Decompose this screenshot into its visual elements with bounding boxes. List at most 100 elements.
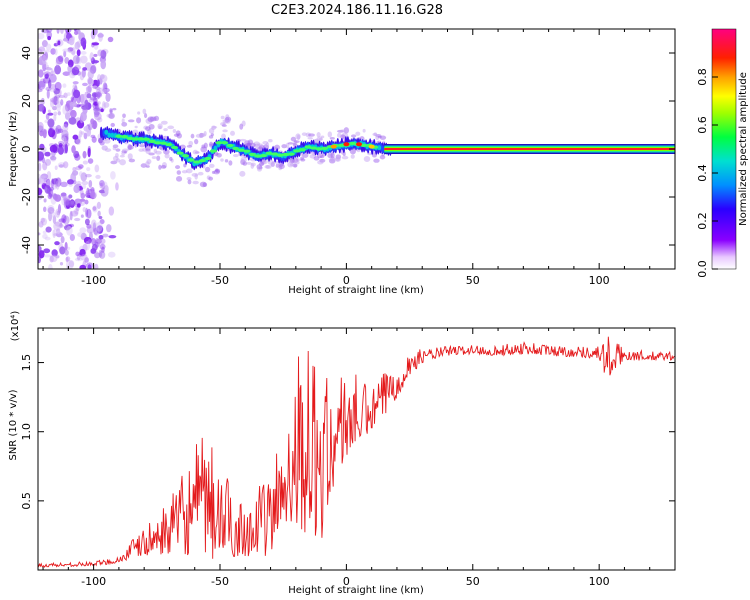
noise-blob — [51, 249, 58, 257]
noise-blob — [51, 126, 59, 131]
noise-blob — [38, 103, 45, 112]
noise-blob — [48, 79, 52, 89]
snr-y-tick-label: 1.5 — [20, 354, 33, 372]
noise-blob — [147, 116, 155, 123]
noise-blob — [194, 138, 199, 145]
noise-blob — [87, 77, 93, 85]
noise-blob — [80, 214, 84, 218]
noise-blob — [77, 70, 82, 76]
noise-blob — [51, 95, 60, 105]
noise-blob — [44, 64, 49, 69]
noise-blob — [53, 43, 59, 47]
noise-blob — [80, 192, 86, 199]
noise-blob — [41, 217, 48, 226]
noise-blob — [75, 165, 82, 171]
noise-blob — [190, 133, 195, 139]
ridge-blob — [165, 143, 173, 147]
noise-blob — [54, 241, 60, 246]
noise-blob — [121, 118, 125, 124]
noise-blob — [93, 106, 101, 116]
noise-blob — [230, 130, 235, 136]
noise-blob — [85, 173, 92, 178]
noise-blob — [82, 160, 89, 165]
noise-blob — [58, 94, 65, 99]
noise-blob — [58, 143, 63, 148]
noise-blob — [192, 149, 199, 155]
snr-x-tick-label: -50 — [211, 575, 229, 588]
noise-blob — [62, 123, 69, 133]
noise-blob — [185, 168, 193, 174]
noise-blob — [158, 164, 162, 170]
noise-blob — [57, 146, 64, 155]
noise-blob — [73, 184, 80, 194]
noise-blob — [45, 67, 52, 71]
noise-blob — [209, 163, 215, 168]
noise-blob — [38, 69, 44, 78]
noise-blob — [93, 226, 100, 236]
noise-blob — [38, 125, 44, 133]
noise-blob — [55, 56, 64, 65]
noise-blob — [105, 92, 111, 103]
noise-blob — [308, 133, 315, 137]
noise-blob — [240, 156, 247, 163]
noise-blob — [142, 108, 147, 115]
spectrogram-y-tick-label: -40 — [20, 236, 33, 254]
noise-blob — [55, 177, 62, 187]
noise-blob — [53, 88, 60, 95]
noise-blob — [73, 89, 81, 99]
snr-y-multiplier: (x10⁴) — [10, 311, 21, 342]
noise-blob — [121, 152, 126, 156]
ridge-blob — [287, 152, 295, 156]
noise-blob — [192, 180, 199, 185]
noise-blob — [38, 80, 46, 90]
noise-blob — [175, 176, 183, 182]
noise-blob — [56, 210, 61, 216]
noise-blob — [52, 106, 58, 111]
noise-blob — [329, 137, 335, 140]
noise-blob — [222, 121, 226, 127]
noise-blob — [78, 164, 84, 169]
ridge-blob — [99, 126, 103, 139]
noise-blob — [89, 52, 94, 62]
noise-blob — [48, 127, 53, 135]
noise-blob — [112, 107, 117, 111]
noise-blob — [59, 246, 66, 255]
ridge-blob — [276, 153, 284, 157]
noise-blob — [86, 93, 92, 99]
noise-blob — [49, 144, 58, 153]
ridge-blob — [293, 149, 301, 153]
colorbar-tick-label: 0.8 — [696, 68, 709, 86]
noise-blob — [63, 50, 67, 58]
noise-blob — [86, 226, 95, 234]
snr-y-tick-label: 1.0 — [20, 423, 33, 441]
noise-blob — [274, 144, 281, 150]
ridge-blob — [159, 141, 167, 145]
noise-blob — [78, 130, 83, 138]
noise-blob — [128, 158, 136, 163]
noise-blob — [127, 144, 134, 150]
noise-blob — [81, 68, 86, 78]
noise-blob — [64, 103, 71, 112]
noise-blob — [78, 103, 86, 107]
noise-blob — [50, 156, 57, 162]
noise-blob — [80, 172, 88, 182]
spectrogram-panel: -100 -50 0 50 100 -40 -20 0 20 40 Height of stra… — [8, 28, 676, 296]
ridge-blob — [204, 156, 212, 161]
noise-blob — [60, 192, 67, 198]
noise-blob — [107, 36, 114, 43]
noise-blob — [67, 59, 74, 68]
noise-blob — [194, 173, 198, 180]
noise-blob — [175, 165, 181, 170]
noise-blob — [66, 225, 73, 236]
noise-blob — [228, 160, 233, 166]
noise-blob — [56, 29, 60, 34]
noise-blob — [92, 107, 101, 112]
noise-blob — [91, 42, 100, 46]
noise-blob — [89, 65, 97, 74]
colorbar-label: Normalized spectral amplitude — [738, 72, 749, 226]
spectrogram-y-tick-label: -20 — [20, 188, 33, 206]
noise-blob — [167, 125, 175, 130]
noise-blob — [337, 132, 342, 138]
noise-blob — [211, 170, 216, 174]
